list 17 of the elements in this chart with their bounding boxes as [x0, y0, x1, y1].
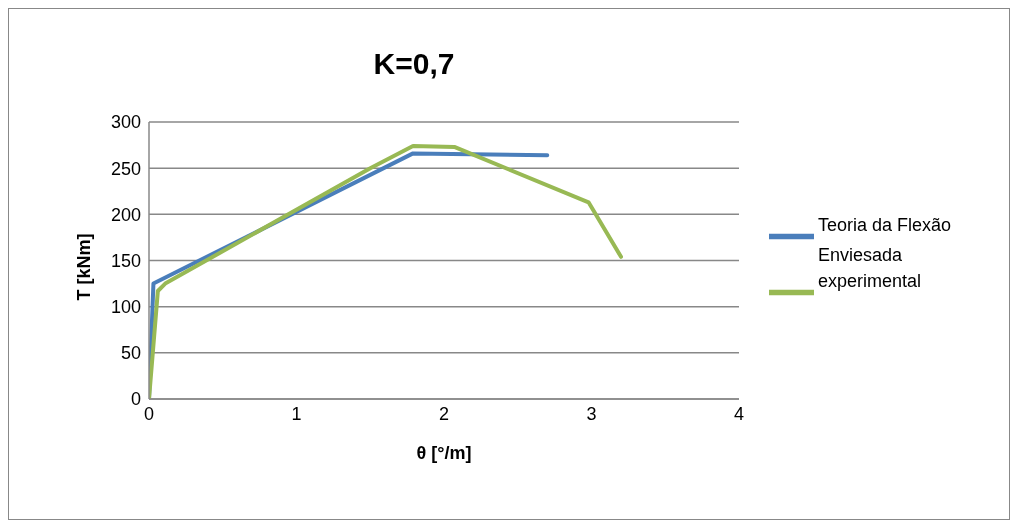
- x-tick-label: 1: [291, 403, 302, 424]
- y-tick-label: 200: [110, 204, 141, 225]
- chart-title: K=0,7: [372, 47, 456, 81]
- y-tick-label: 100: [110, 297, 141, 318]
- y-tick-label: 0: [130, 389, 141, 410]
- y-tick-label: 300: [110, 112, 141, 133]
- x-tick-label: 2: [438, 403, 450, 424]
- y-tick-label: 50: [120, 343, 141, 364]
- x-axis-title: θ [°/m]: [416, 443, 472, 463]
- y-tick-label: 250: [110, 158, 141, 179]
- x-tick-label: 0: [143, 403, 155, 424]
- x-tick-label: 3: [586, 403, 597, 424]
- x-tick-label: 4: [733, 403, 745, 424]
- y-axis-title: T [kNm]: [74, 233, 95, 301]
- line-series: [149, 144, 623, 399]
- y-tick-label: 150: [110, 250, 141, 271]
- legend-label: experimental: [818, 269, 923, 293]
